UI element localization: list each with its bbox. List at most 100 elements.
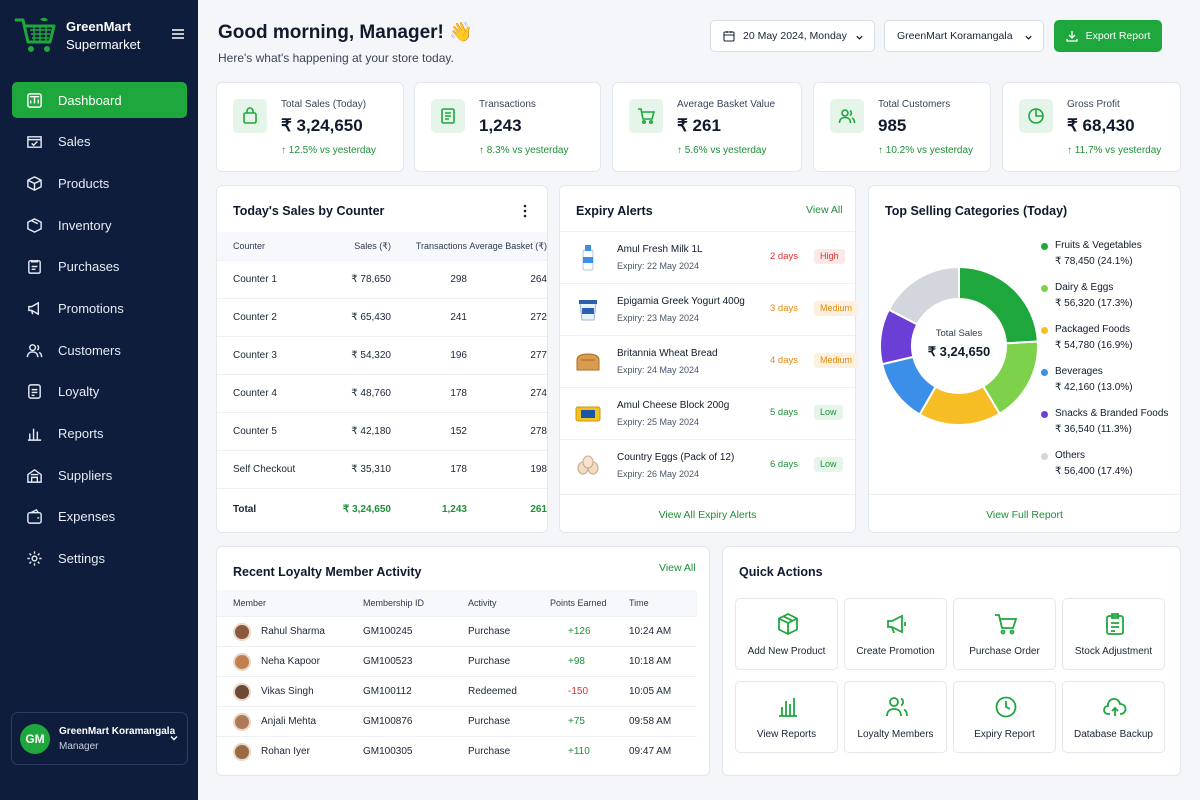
- legend-item[interactable]: Beverages ₹ 42,160 (13.0%): [1041, 364, 1133, 396]
- view-reports-button[interactable]: View Reports: [735, 681, 838, 753]
- donut-slice-others[interactable]: [887, 265, 960, 326]
- date-picker[interactable]: 20 May 2024, Monday: [710, 20, 875, 52]
- card-title: Expiry Alerts: [576, 204, 653, 218]
- divider: [869, 494, 1180, 495]
- table-row[interactable]: Counter 1 ₹ 78,650 298 264: [217, 260, 547, 298]
- more-vertical-icon[interactable]: [523, 204, 527, 218]
- purchase-order-button[interactable]: Purchase Order: [953, 598, 1056, 670]
- activity: Purchase: [468, 716, 511, 727]
- sidebar-item-products[interactable]: Products: [12, 165, 187, 201]
- sidebar-item-loyalty[interactable]: Loyalty: [12, 374, 187, 410]
- table-cell: 196: [450, 350, 467, 361]
- stock-adjustment-button[interactable]: Stock Adjustment: [1062, 598, 1165, 670]
- page-title: Good morning, Manager! 👋: [218, 22, 473, 43]
- store-value: GreenMart Koramangala: [897, 30, 1013, 42]
- table-cell: ₹ 35,310: [351, 464, 391, 475]
- table-row[interactable]: Self Checkout ₹ 35,310 178 198: [217, 450, 547, 488]
- menu-icon[interactable]: [172, 28, 184, 40]
- sidebar-item-promotions[interactable]: Promotions: [12, 290, 187, 326]
- sidebar-item-purchases[interactable]: Purchases: [12, 249, 187, 285]
- activity: Purchase: [468, 626, 511, 637]
- table-row[interactable]: Counter 4 ₹ 48,760 178 274: [217, 374, 547, 412]
- membership-id: GM100112: [363, 686, 412, 697]
- column-header: Average Basket (₹): [469, 240, 547, 251]
- avatar: [233, 682, 251, 701]
- table-row[interactable]: Vikas Singh GM100112 Redeemed -150 10:05 AM: [217, 676, 697, 706]
- time: 09:58 AM: [629, 716, 672, 727]
- create-promotion-button[interactable]: Create Promotion: [844, 598, 947, 670]
- card-title: Recent Loyalty Member Activity: [233, 565, 422, 579]
- table-row[interactable]: Neha Kapoor GM100523 Purchase +98 10:18 AM: [217, 646, 697, 676]
- table-cell: 272: [530, 312, 547, 323]
- member-cell: Neha Kapoor: [217, 652, 363, 671]
- table-row[interactable]: Rohan Iyer GM100305 Purchase +110 09:47 AM: [217, 736, 697, 766]
- sidebar-item-inventory[interactable]: Inventory: [12, 207, 187, 243]
- kpi-trend: ↑ 12.5% vs yesterday: [281, 145, 377, 156]
- view-full-report-link[interactable]: View Full Report: [986, 509, 1063, 521]
- expiry-list-item[interactable]: Country Eggs (Pack of 12) Expiry: 26 May …: [560, 439, 855, 490]
- suppliers-icon: [27, 468, 42, 483]
- sidebar-item-dashboard[interactable]: Dashboard: [12, 82, 187, 118]
- quick-action-label: Add New Product: [747, 646, 826, 657]
- sidebar-item-settings[interactable]: Settings: [12, 541, 187, 577]
- time: 09:47 AM: [629, 746, 672, 757]
- store-select[interactable]: GreenMart Koramangala: [884, 20, 1044, 52]
- legend-swatch: [1041, 243, 1048, 250]
- view-all-expiry-link[interactable]: View All Expiry Alerts: [658, 509, 757, 521]
- legend-item[interactable]: Packaged Foods ₹ 54,780 (16.9%): [1041, 322, 1133, 354]
- expiry-list-item[interactable]: Amul Fresh Milk 1L Expiry: 22 May 2024 2 d…: [560, 231, 855, 282]
- column-header: Counter: [233, 241, 266, 251]
- expiry-list-item[interactable]: Epigamia Greek Yogurt 400g Expiry: 23 May…: [560, 283, 859, 334]
- users-icon: [838, 109, 856, 124]
- expiry-list-item[interactable]: Amul Cheese Block 200g Expiry: 25 May 202…: [560, 387, 855, 438]
- status-badge: Medium: [814, 301, 859, 316]
- table-row[interactable]: Counter 5 ₹ 42,180 152 278: [217, 412, 547, 450]
- expiry-date: Expiry: 25 May 2024: [617, 417, 700, 427]
- export-label: Export Report: [1085, 30, 1151, 42]
- table-row[interactable]: Anjali Mehta GM100876 Purchase +75 09:58 AM: [217, 706, 697, 736]
- column-header: Points Earned: [550, 598, 607, 608]
- megaphone-icon: [887, 614, 906, 634]
- users-icon: [886, 697, 908, 717]
- user-profile-card[interactable]: GM GreenMart Koramangala Manager: [11, 712, 188, 765]
- promotions-icon: [28, 301, 39, 316]
- sidebar-item-label: Products: [58, 175, 110, 191]
- table-row[interactable]: Counter 2 ₹ 65,430 241 272: [217, 298, 547, 336]
- database-backup-button[interactable]: Database Backup: [1062, 681, 1165, 753]
- legend-swatch: [1041, 327, 1048, 334]
- sidebar-item-expenses[interactable]: Expenses: [12, 499, 187, 535]
- view-all-link[interactable]: View All: [659, 562, 696, 574]
- sidebar-item-customers[interactable]: Customers: [12, 332, 187, 368]
- milk-product-icon: [572, 240, 604, 274]
- export-report-button[interactable]: Export Report: [1054, 20, 1162, 52]
- expiry-date: Expiry: 24 May 2024: [617, 365, 700, 375]
- legend-item[interactable]: Others ₹ 56,400 (17.4%): [1041, 448, 1133, 480]
- view-all-link[interactable]: View All: [806, 204, 843, 216]
- column-header: Activity: [468, 598, 497, 608]
- membership-id: GM100876: [363, 716, 413, 727]
- sidebar-item-reports[interactable]: Reports: [12, 416, 187, 452]
- table-cell: ₹ 3,24,650: [342, 504, 391, 515]
- legend-item[interactable]: Snacks & Branded Foods ₹ 36,540 (11.3%): [1041, 406, 1168, 438]
- legend-item[interactable]: Fruits & Vegetables ₹ 78,450 (24.1%): [1041, 238, 1142, 270]
- kpi-total-customers: Total Customers 985 ↑ 10.2% vs yesterday: [813, 82, 991, 172]
- table-row[interactable]: Counter 3 ₹ 54,320 196 277: [217, 336, 547, 374]
- sidebar-item-sales[interactable]: Sales: [12, 124, 187, 160]
- kpi-label: Total Sales (Today): [281, 99, 367, 110]
- loyalty-members-button[interactable]: Loyalty Members: [844, 681, 947, 753]
- time: 10:24 AM: [629, 626, 672, 637]
- kpi-gross-profit: Gross Profit ₹ 68,430 ↑ 11.7% vs yesterd…: [1002, 82, 1181, 172]
- table-total-row[interactable]: Total ₹ 3,24,650 1,243 261: [217, 488, 547, 530]
- time: 10:05 AM: [629, 686, 672, 697]
- table-row[interactable]: Rahul Sharma GM100245 Purchase +126 10:24 AM: [217, 616, 697, 646]
- expiry-list-item[interactable]: Britannia Wheat Bread Expiry: 24 May 2024…: [560, 335, 859, 386]
- expiry-report-button[interactable]: Expiry Report: [953, 681, 1056, 753]
- sidebar-item-suppliers[interactable]: Suppliers: [12, 457, 187, 493]
- sidebar-item-label: Promotions: [58, 300, 124, 316]
- legend-item[interactable]: Dairy & Eggs ₹ 56,320 (17.3%): [1041, 280, 1133, 312]
- chevron-down-icon[interactable]: [169, 733, 179, 743]
- add-new-product-button[interactable]: Add New Product: [735, 598, 838, 670]
- logo[interactable]: GreenMart Supermarket: [14, 16, 140, 56]
- clock-icon: [995, 696, 1017, 718]
- member-cell: Anjali Mehta: [217, 712, 363, 731]
